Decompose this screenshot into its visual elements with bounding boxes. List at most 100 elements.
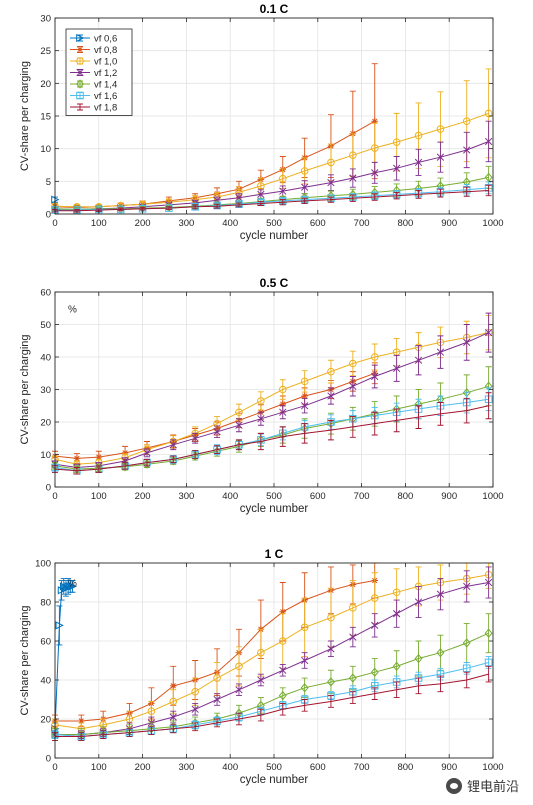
legend-label: vf 1,2 — [94, 68, 117, 79]
legend-item: vf 1,8 — [70, 103, 117, 114]
x-tick-label: 0 — [52, 762, 57, 773]
data-point — [436, 648, 445, 658]
error-bar — [485, 665, 492, 683]
x-tick-label: 200 — [135, 218, 151, 229]
legend-label: vf 1,4 — [94, 80, 117, 91]
error-bar — [69, 580, 76, 593]
data-point — [370, 667, 379, 677]
data-point — [73, 206, 81, 214]
error-bar — [371, 687, 378, 700]
data-point — [484, 172, 493, 183]
data-point — [300, 377, 309, 386]
data-point — [414, 158, 423, 167]
chart-title: 0.1 C — [260, 2, 289, 16]
data-point — [392, 661, 401, 672]
error-bar — [235, 202, 242, 208]
data-point — [463, 338, 471, 347]
x-tick-label: 100 — [91, 762, 107, 773]
data-point — [371, 372, 379, 381]
error-bar — [65, 578, 72, 595]
data-point — [370, 353, 379, 361]
legend-label: vf 1,8 — [94, 103, 117, 114]
x-tick-label: 600 — [310, 218, 326, 229]
data-point — [392, 610, 401, 618]
x-tick-label: 400 — [222, 218, 238, 229]
data-point — [463, 146, 471, 154]
data-point — [349, 633, 357, 641]
error-bar — [485, 392, 492, 420]
x-axis-label: cycle number — [240, 503, 309, 515]
error-bar — [371, 411, 378, 436]
data-point — [279, 400, 287, 408]
data-point — [300, 167, 309, 175]
y-tick-label: 20 — [40, 418, 51, 429]
data-point — [484, 578, 493, 587]
data-point — [257, 415, 265, 423]
legend: vf 0,6vf 0,8vf 1,0vf 1,2vf 1,4vf 1,6vf 1… — [65, 28, 133, 116]
data-point — [370, 594, 379, 602]
data-point — [257, 190, 265, 199]
data-point — [349, 151, 357, 159]
data-point — [147, 707, 156, 716]
data-point — [235, 194, 243, 202]
data-point — [348, 673, 357, 683]
error-bar — [170, 724, 177, 734]
legend-label: vf 1,0 — [94, 57, 117, 68]
error-bar — [415, 190, 422, 199]
y-tick-label: 0 — [46, 210, 51, 221]
data-point — [484, 328, 493, 337]
legend-label: vf 0,8 — [94, 45, 117, 56]
legend-item: vf 1,6 — [70, 91, 117, 102]
x-axis: 0 100 200 300 400 500 600 700 800 900 1000 cycle nu… — [52, 18, 504, 242]
data-point — [462, 117, 471, 126]
data-point — [235, 421, 243, 429]
data-point — [279, 608, 287, 616]
error-bar — [301, 370, 308, 393]
data-point — [349, 382, 357, 390]
error-bar — [349, 416, 356, 438]
x-tick-label: 300 — [178, 762, 194, 773]
data-point — [257, 397, 265, 405]
error-bar — [463, 186, 470, 197]
error-bar — [73, 208, 80, 213]
error-bar — [371, 193, 378, 201]
data-point — [213, 695, 221, 704]
data-point — [300, 623, 309, 632]
error-bar — [415, 677, 422, 695]
data-point — [213, 674, 221, 682]
error-bar — [235, 712, 242, 726]
data-point — [301, 183, 309, 191]
error-bar — [257, 432, 264, 451]
y-tick-label: 10 — [40, 450, 51, 461]
data-point — [349, 604, 357, 612]
error-bar — [485, 613, 492, 654]
data-point — [121, 449, 129, 457]
data-point — [279, 408, 287, 416]
y-tick-label: 0 — [46, 754, 51, 765]
data-point — [327, 392, 335, 400]
y-tick-label: 60 — [40, 637, 51, 648]
data-point — [371, 621, 379, 630]
legend-marker — [76, 57, 84, 65]
error-bar — [279, 426, 286, 447]
error-bar — [214, 445, 221, 454]
error-bar — [415, 405, 422, 429]
data-point — [279, 666, 287, 674]
data-point — [484, 109, 493, 118]
x-tick-label: 200 — [135, 762, 151, 773]
x-tick-label: 200 — [135, 491, 151, 502]
data-point — [371, 169, 379, 177]
error-bar — [327, 419, 334, 441]
legend-errorbar — [77, 80, 83, 88]
y-axis-label: CV-share per charging — [19, 334, 31, 444]
y-tick-label: 30 — [40, 14, 51, 25]
error-bar — [122, 462, 129, 470]
data-point — [327, 158, 335, 167]
data-point — [169, 697, 178, 706]
unit-label: % — [68, 304, 77, 315]
series-line — [55, 673, 489, 737]
error-bar — [437, 675, 444, 693]
legend-marker — [76, 46, 84, 53]
x-tick-label: 500 — [266, 218, 282, 229]
